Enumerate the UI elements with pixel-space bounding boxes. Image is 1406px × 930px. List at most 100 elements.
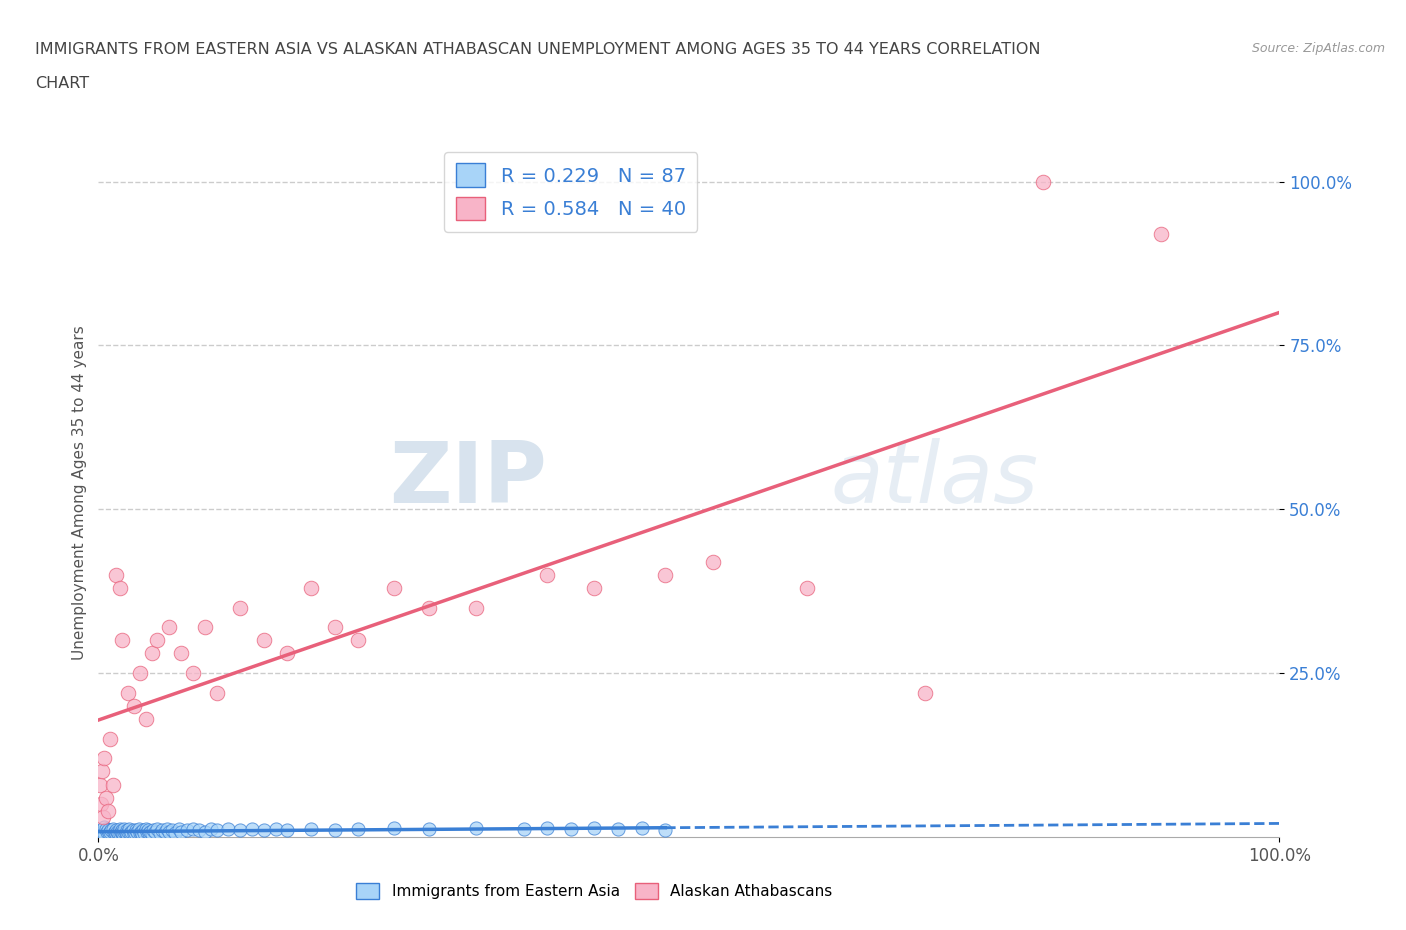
Point [91, 824, 114, 839]
Point [181, 666, 204, 681]
Point [127, 824, 149, 839]
Point [91, 810, 114, 825]
Point [654, 823, 676, 838]
Point [128, 822, 150, 837]
Point [702, 554, 724, 569]
Point [112, 827, 135, 842]
Point [98, 826, 121, 841]
Point [194, 824, 217, 839]
Point [276, 646, 298, 661]
Point [112, 822, 135, 837]
Point [135, 824, 157, 839]
Point [560, 822, 582, 837]
Point [141, 827, 163, 842]
Point [103, 826, 125, 841]
Point [536, 820, 558, 835]
Point [115, 823, 138, 838]
Point [187, 823, 209, 838]
Point [124, 826, 146, 841]
Point [205, 823, 228, 838]
Point [121, 823, 143, 838]
Point [583, 580, 606, 595]
Point [167, 822, 190, 837]
Point [93, 826, 115, 841]
Point [132, 823, 155, 838]
Point [91, 764, 114, 779]
Point [347, 822, 370, 837]
Point [146, 822, 169, 837]
Point [125, 823, 148, 838]
Point [229, 600, 252, 615]
Point [240, 822, 263, 837]
Point [607, 822, 630, 837]
Point [170, 824, 193, 839]
Point [156, 822, 179, 837]
Point [89, 777, 111, 792]
Point [418, 822, 440, 837]
Point [323, 823, 346, 838]
Point [141, 646, 163, 661]
Point [194, 619, 217, 634]
Point [111, 823, 134, 838]
Point [382, 580, 405, 595]
Point [153, 824, 176, 839]
Point [96, 824, 118, 839]
Text: atlas: atlas [831, 438, 1039, 521]
Point [157, 619, 180, 634]
Point [135, 822, 157, 837]
Point [583, 820, 606, 835]
Point [323, 619, 346, 634]
Point [796, 580, 818, 595]
Point [112, 824, 135, 839]
Point [253, 633, 276, 648]
Point [105, 567, 128, 582]
Point [98, 824, 121, 839]
Point [217, 822, 239, 837]
Point [100, 823, 122, 838]
Point [134, 826, 156, 841]
Point [110, 824, 132, 839]
Point [299, 822, 322, 837]
Point [914, 685, 936, 700]
Point [121, 824, 143, 839]
Point [117, 685, 139, 700]
Point [142, 823, 165, 838]
Point [90, 797, 112, 812]
Point [143, 824, 166, 839]
Point [512, 822, 534, 837]
Point [107, 826, 129, 841]
Point [122, 827, 145, 842]
Legend: Immigrants from Eastern Asia, Alaskan Athabascans: Immigrants from Eastern Asia, Alaskan At… [350, 877, 838, 905]
Point [94, 790, 117, 805]
Point [181, 822, 204, 837]
Point [128, 666, 150, 681]
Text: CHART: CHART [35, 76, 89, 91]
Point [105, 827, 128, 842]
Point [138, 826, 160, 841]
Point [1150, 227, 1173, 242]
Point [93, 751, 115, 765]
Point [105, 823, 128, 838]
Point [170, 646, 193, 661]
Point [150, 823, 173, 838]
Point [139, 824, 162, 839]
Point [165, 826, 187, 841]
Point [131, 827, 153, 842]
Point [111, 826, 134, 841]
Point [229, 823, 252, 838]
Point [382, 820, 405, 835]
Point [136, 823, 159, 838]
Point [98, 731, 121, 746]
Point [120, 826, 142, 841]
Point [90, 823, 112, 838]
Point [654, 567, 676, 582]
Text: IMMIGRANTS FROM EASTERN ASIA VS ALASKAN ATHABASCAN UNEMPLOYMENT AMONG AGES 35 TO: IMMIGRANTS FROM EASTERN ASIA VS ALASKAN … [35, 42, 1040, 57]
Point [157, 824, 180, 839]
Point [146, 633, 169, 648]
Point [97, 804, 120, 818]
Point [264, 822, 287, 837]
Point [465, 600, 488, 615]
Point [115, 827, 138, 842]
Point [114, 826, 136, 841]
Point [128, 826, 150, 841]
